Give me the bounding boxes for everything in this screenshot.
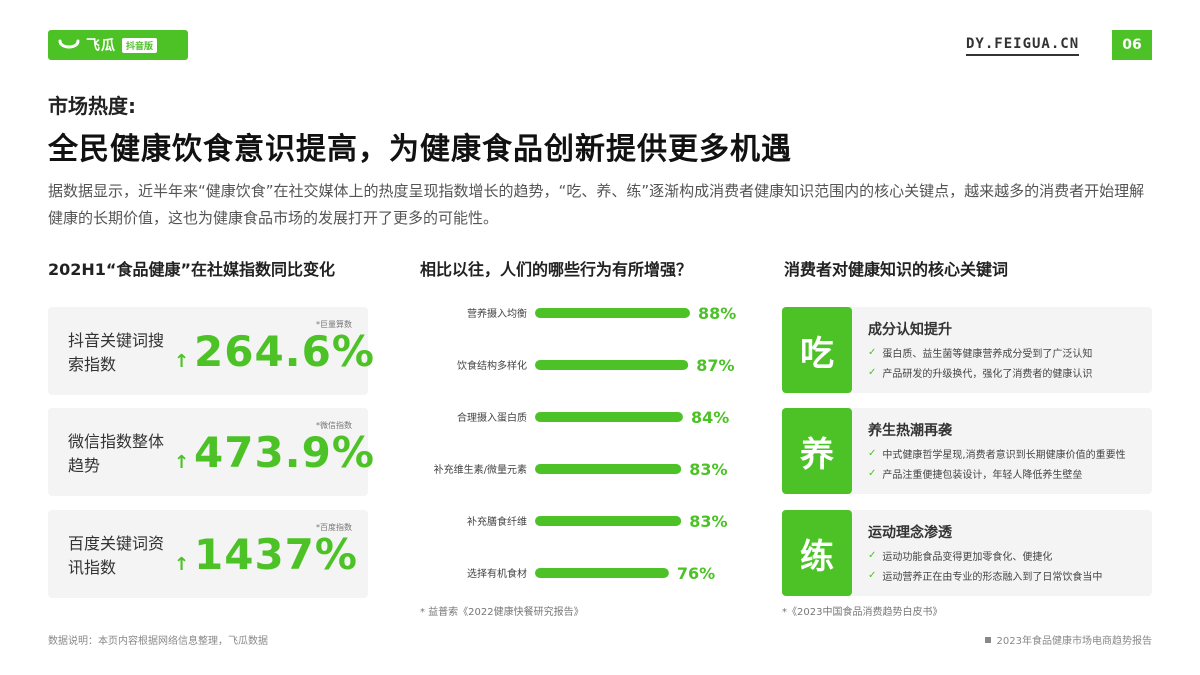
stat-source: *巨量算数 [316,320,352,329]
wechat-index-card: 微信指数整体趋势 *微信指数 ↑ 473.9% [48,408,374,496]
baidu-index-card: 百度关键词资讯指数 *百度指数 ↑ 1437% [48,510,368,598]
keyword-point: ✓ 中式健康哲学星现,消费者意识到长期健康价值的重要性 [868,448,1126,461]
check-icon: ✓ [868,550,877,561]
keyword-card-title: 养生热潮再袭 [868,423,952,439]
douyin-index-card: 抖音关键词搜索指数 *巨量算数 ↑ 264.6% [48,307,374,395]
logo-tag: 抖音版 [122,37,158,53]
behavior-chart-title: 相比以往，人们的哪些行为有所增强？ [420,260,693,279]
behavior-bar [535,464,682,474]
keyword-point: ✓ 运动营养正在由专业的形态融入到了日常饮食当中 [868,570,1103,583]
site-url[interactable]: DY.FEIGUA.CN [966,36,1080,56]
check-icon: ✓ [868,367,877,378]
bar-value-label: 87% [696,356,734,375]
feigua-logo: 飞瓜 抖音版 [48,30,188,60]
keyword-card-nourish: 养 养生热潮再袭 ✓ 中式健康哲学星现,消费者意识到长期健康价值的重要性 ✓ 产品注… [782,408,1152,494]
stat-label: 百度关键词资讯指数 [68,534,165,577]
social-index-title: 202H1“食品健康”在社媒指数同比变化 [48,260,335,279]
logo-brand-text: 飞瓜 [86,38,116,54]
category-label: 选择有机食材 [467,567,527,580]
bar-value-label: 83% [689,460,727,479]
footer-report: 2023年食品健康市场电商趋势报告 [984,632,1152,647]
keyword-title: 消费者对健康知识的核心关键词 [784,260,1009,279]
keyword-char: 养 [782,408,852,494]
keyword-char: 练 [782,510,852,596]
behavior-bar [535,308,690,318]
page-number: 06 [1112,30,1152,60]
category-label: 饮食结构多样化 [457,359,527,372]
bar-value-label: 76% [677,564,715,583]
check-icon: ✓ [868,347,877,358]
bar-value-label: 83% [689,512,727,531]
behavior-bar-chart: 营养摄入均衡 88% 饮食结构多样化 87% 合理摄入蛋白质 84% 补充维生素/微量元素 8… [434,304,737,583]
section-kicker: 市场热度: [48,94,136,118]
chart-source-note: * 益普索《2022健康快餐研究报告》 [420,607,584,618]
stat-value: 1437% [194,530,358,579]
footer-note: 数据说明：本页内容根据网络信息整理，飞瓜数据 [48,636,268,647]
footer-report-title: 2023年食品健康市场电商趋势报告 [996,636,1152,647]
stat-value: 473.9% [194,428,375,477]
behavior-bar [535,516,682,526]
square-icon [984,636,991,643]
keyword-point: ✓ 蛋白质、益生菌等健康营养成分受到了广泛认知 [868,347,1093,360]
category-label: 补充膳食纤维 [467,515,527,528]
bar-value-label: 88% [698,304,736,323]
category-label: 营养摄入均衡 [467,307,527,320]
check-icon: ✓ [868,570,877,581]
page-title: 全民健康饮食意识提高，为健康食品创新提供更多机遇 [48,132,792,167]
stat-label: 微信指数整体趋势 [68,432,165,475]
keyword-source-note: *《2023中国食品消费趋势白皮书》 [782,607,943,618]
page-description: 据数据显示，近半年来“健康饮食”在社交媒体上的热度呈现指数增长的趋势，“吃、养、… [48,182,1145,227]
keyword-card-title: 成分认知提升 [868,322,952,338]
stat-label: 抖音关键词搜索指数 [68,331,165,374]
stat-value: 264.6% [194,327,375,376]
check-icon: ✓ [868,448,877,459]
keyword-point: ✓ 运动功能食品变得更加零食化、便捷化 [868,550,1053,563]
feigua-logo-icon [58,39,80,49]
stat-source: *微信指数 [316,421,352,430]
category-label: 合理摄入蛋白质 [457,411,527,424]
keyword-point: ✓ 产品研发的升级换代，强化了消费者的健康认识 [868,367,1093,380]
up-arrow-icon: ↑ [174,351,190,372]
keyword-card-title: 运动理念渗透 [868,525,952,541]
up-arrow-icon: ↑ [174,554,190,575]
keyword-point: ✓ 产品注重便捷包装设计，年轻人降低养生壁垒 [868,468,1083,481]
check-icon: ✓ [868,468,877,479]
keyword-card-eat: 吃 成分认知提升 ✓ 蛋白质、益生菌等健康营养成分受到了广泛认知 ✓ 产品研发的升级… [782,307,1152,393]
behavior-bar [535,412,683,422]
category-label: 补充维生素/微量元素 [434,463,527,476]
up-arrow-icon: ↑ [174,452,190,473]
keyword-card-exercise: 练 运动理念渗透 ✓ 运动功能食品变得更加零食化、便捷化 ✓ 运动营养正在由专业的形… [782,510,1152,596]
bar-value-label: 84% [691,408,729,427]
behavior-bar [535,568,669,578]
keyword-char: 吃 [782,307,852,393]
behavior-bar [535,360,689,370]
stat-source: *百度指数 [316,523,352,532]
